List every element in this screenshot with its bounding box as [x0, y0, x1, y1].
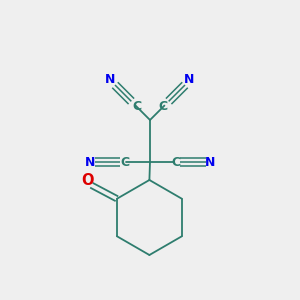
Text: C: C: [120, 155, 129, 169]
Text: N: N: [85, 155, 95, 169]
Text: C: C: [171, 155, 180, 169]
Text: N: N: [205, 155, 215, 169]
Text: N: N: [184, 74, 195, 86]
Text: O: O: [81, 173, 94, 188]
Text: N: N: [105, 74, 116, 86]
Text: C: C: [132, 100, 141, 113]
Text: C: C: [159, 100, 168, 113]
